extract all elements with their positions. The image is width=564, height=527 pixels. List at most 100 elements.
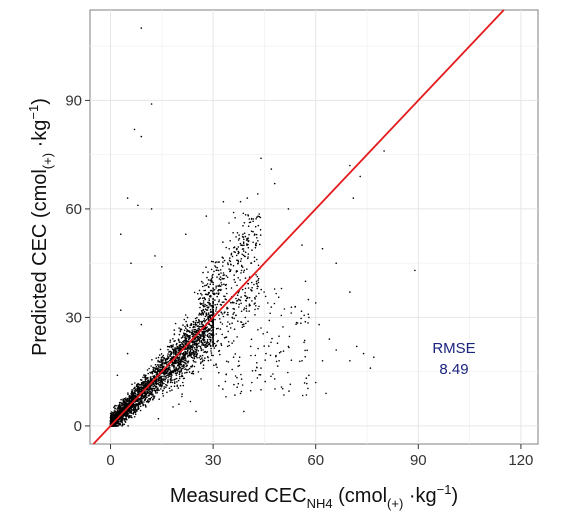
- data-point: [179, 360, 182, 362]
- data-point: [221, 333, 223, 336]
- data-point: [257, 240, 259, 242]
- data-point: [203, 289, 205, 292]
- data-point: [223, 259, 226, 262]
- data-point: [235, 254, 238, 257]
- data-point: [193, 360, 195, 363]
- data-point: [153, 384, 156, 387]
- data-point: [140, 135, 143, 138]
- data-point: [236, 336, 238, 338]
- data-point: [193, 340, 196, 343]
- data-point: [212, 354, 214, 357]
- data-point: [275, 360, 278, 363]
- data-point: [157, 359, 159, 362]
- data-point: [136, 404, 139, 407]
- data-point: [203, 359, 206, 362]
- data-point: [160, 385, 163, 388]
- data-point: [223, 283, 225, 286]
- data-point: [260, 157, 262, 160]
- data-point: [240, 269, 243, 272]
- data-point: [213, 347, 216, 349]
- data-point: [212, 302, 214, 304]
- data-point: [199, 358, 202, 361]
- data-point: [199, 355, 202, 357]
- data-point: [184, 335, 187, 337]
- data-point: [252, 230, 254, 233]
- data-point: [191, 371, 194, 373]
- data-point: [139, 390, 141, 392]
- data-point: [231, 301, 234, 304]
- data-point: [214, 266, 217, 268]
- data-point: [215, 285, 217, 288]
- data-point: [114, 413, 116, 416]
- data-point: [185, 359, 187, 362]
- data-point: [159, 382, 162, 384]
- data-point: [186, 316, 189, 319]
- data-point: [255, 282, 258, 285]
- data-point: [250, 281, 253, 284]
- data-point: [273, 302, 276, 305]
- data-point: [181, 358, 184, 360]
- data-point: [186, 364, 189, 367]
- data-point: [198, 325, 201, 328]
- data-point: [161, 359, 164, 362]
- data-point: [189, 353, 192, 355]
- data-point: [214, 265, 216, 267]
- data-point: [212, 290, 214, 293]
- data-point: [209, 328, 211, 330]
- data-point: [165, 375, 168, 377]
- data-point: [218, 261, 220, 263]
- data-point: [308, 316, 310, 319]
- data-point: [195, 340, 198, 343]
- data-point: [130, 416, 133, 419]
- data-point: [196, 343, 199, 346]
- data-point: [215, 327, 218, 330]
- data-point: [196, 348, 198, 350]
- data-point: [138, 387, 140, 390]
- data-point: [146, 392, 148, 394]
- data-point: [177, 346, 179, 349]
- data-point: [238, 306, 240, 308]
- data-point: [154, 371, 156, 374]
- data-point: [185, 371, 188, 374]
- data-point: [128, 414, 131, 417]
- data-point: [282, 326, 284, 328]
- data-point: [200, 361, 202, 364]
- data-point: [161, 381, 164, 383]
- data-point: [138, 385, 140, 388]
- data-point: [189, 330, 191, 333]
- data-point: [155, 383, 158, 385]
- data-point: [210, 354, 213, 357]
- data-point: [150, 208, 153, 210]
- data-point: [230, 253, 233, 256]
- data-point: [215, 363, 217, 365]
- data-point: [216, 276, 218, 278]
- data-point: [120, 407, 122, 410]
- data-point: [182, 352, 185, 354]
- data-point: [228, 268, 230, 270]
- data-point: [299, 360, 301, 363]
- data-point: [145, 383, 147, 385]
- data-point: [216, 292, 218, 295]
- data-point: [237, 298, 240, 301]
- data-point: [307, 322, 309, 324]
- data-point: [231, 342, 233, 344]
- data-point: [303, 341, 305, 344]
- y-tick-label: 30: [65, 309, 82, 326]
- data-point: [250, 217, 253, 220]
- data-point: [258, 292, 260, 295]
- data-point: [168, 351, 170, 353]
- data-point: [179, 354, 181, 356]
- data-point: [303, 382, 306, 384]
- data-point: [306, 349, 309, 352]
- y-axis-unit-superscript: −1: [26, 105, 41, 120]
- data-point: [130, 412, 133, 415]
- data-point: [170, 344, 173, 347]
- data-point: [134, 411, 137, 414]
- data-point: [193, 344, 196, 346]
- data-point: [238, 237, 241, 240]
- data-point: [268, 319, 271, 322]
- data-point: [237, 320, 239, 323]
- data-point: [177, 379, 180, 382]
- data-point: [173, 382, 176, 385]
- data-point: [349, 164, 351, 167]
